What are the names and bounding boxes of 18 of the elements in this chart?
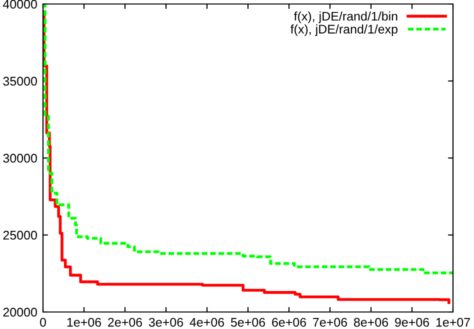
x-tick-label: 7e+06 <box>313 318 348 327</box>
y-tick-label: 20000 <box>3 308 37 317</box>
x-tick-label: 1e+07 <box>436 318 470 327</box>
y-tick-label: 35000 <box>3 76 37 86</box>
x-tick-label: 6e+06 <box>272 318 306 327</box>
y-tick-label: 25000 <box>3 230 37 240</box>
x-tick-label: 2e+06 <box>108 318 142 327</box>
legend-label: f(x), jDE/rand/1/exp <box>290 24 398 36</box>
x-tick-label: 3e+06 <box>148 318 184 327</box>
x-tick-label: 0 <box>40 318 46 327</box>
x-tick-label: 8e+06 <box>354 318 388 327</box>
x-tick-label: 9e+06 <box>395 318 430 327</box>
x-tick-label: 1e+06 <box>67 318 102 327</box>
legend-label: f(x), jDE/rand/1/bin <box>294 12 398 24</box>
y-tick-label: 40000 <box>2 0 37 9</box>
y-tick-label: 30000 <box>3 154 37 163</box>
x-tick-label: 5e+06 <box>230 318 266 327</box>
x-tick-label: 4e+06 <box>190 318 224 327</box>
